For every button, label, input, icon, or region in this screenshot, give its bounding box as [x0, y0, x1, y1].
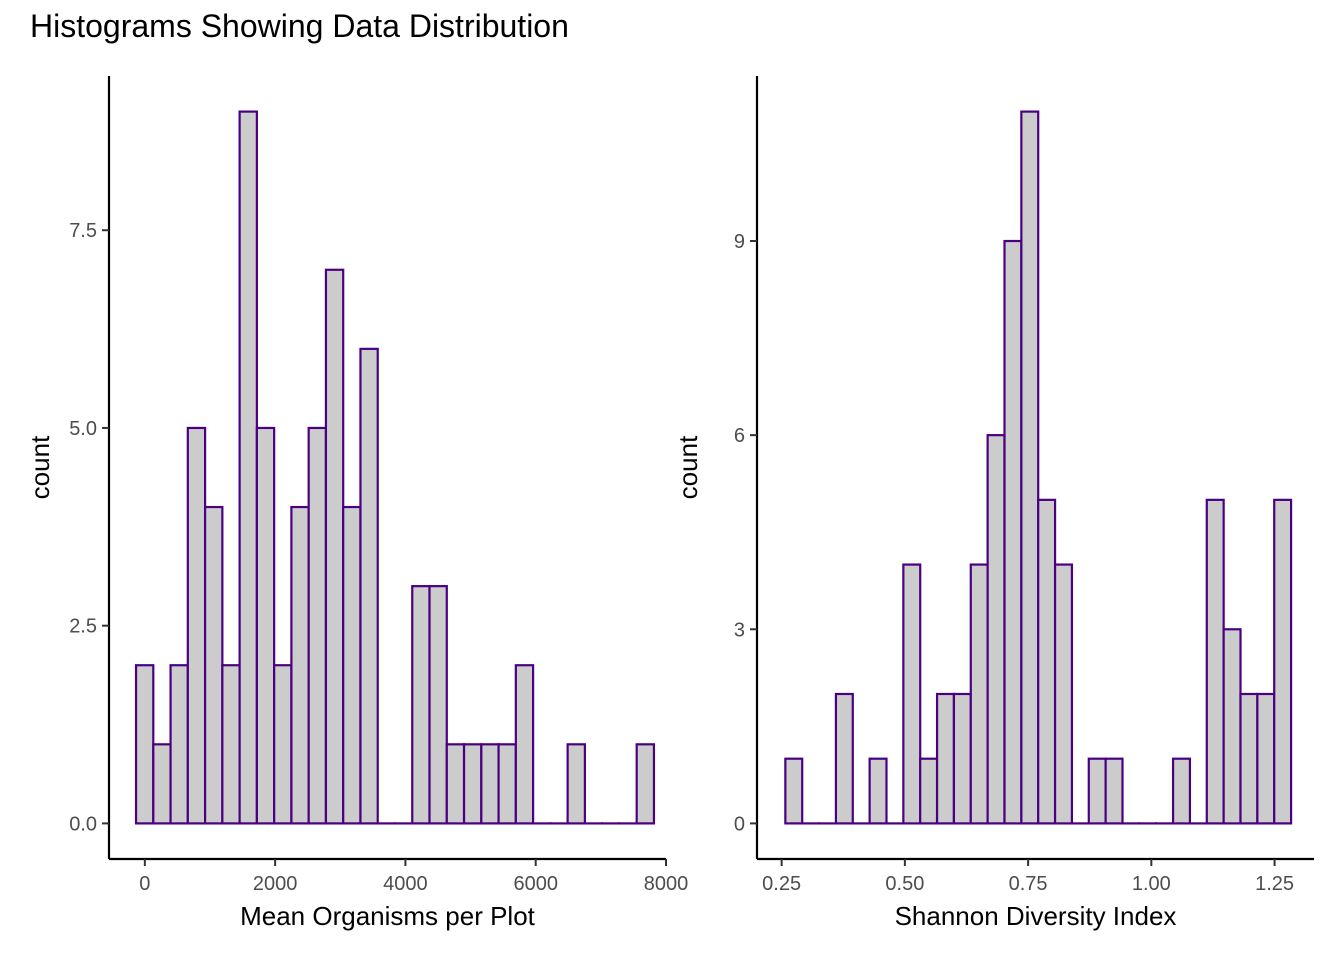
histogram-bar: [1273, 498, 1293, 825]
histogram-bar: [1020, 110, 1040, 825]
x-tick-label: 4000: [383, 873, 428, 895]
histogram-bar: [1104, 757, 1124, 825]
histogram-bar: [221, 664, 241, 825]
histogram-panel-right: 0.25 0.50 0.75 1.00 1.25 0 3 6 9 Shannon Diversit…: [673, 76, 1314, 931]
histogram-bar: [566, 743, 586, 825]
histogram-bar: [169, 664, 189, 825]
histogram-bar: [1037, 498, 1057, 825]
y-tick-label: 2.5: [69, 616, 97, 638]
histogram-bar: [1171, 757, 1192, 825]
histogram-bar: [255, 426, 276, 825]
histogram-bar: [635, 743, 656, 825]
histogram-bar: [1087, 757, 1107, 825]
x-tick-label: 2000: [253, 873, 298, 895]
x-tick-label: 0.25: [762, 873, 801, 895]
histogram-bar: [152, 743, 172, 825]
histogram-bar: [1239, 692, 1259, 825]
x-tick-label: 0.75: [1009, 873, 1048, 895]
y-tick-label: 0: [734, 813, 745, 835]
y-axis-title: count: [25, 435, 55, 499]
y-tick-label: 5.0: [69, 418, 97, 440]
histogram-bar: [1222, 628, 1242, 825]
histogram-bar: [238, 110, 258, 825]
histogram-bar: [514, 664, 535, 825]
histogram-bar: [834, 692, 854, 825]
histogram-bar: [868, 757, 888, 825]
histogram-bar: [986, 434, 1006, 825]
histogram-bar: [1053, 563, 1074, 825]
y-axis-title: count: [673, 435, 703, 499]
y-tick-label: 0.0: [69, 813, 97, 835]
histogram-bar: [428, 585, 448, 825]
histogram-bar: [445, 743, 466, 825]
x-tick-label: 1.00: [1132, 873, 1171, 895]
x-tick-label: 8000: [644, 873, 689, 895]
histogram-bar: [1205, 498, 1225, 825]
y-tick-label: 6: [734, 425, 745, 447]
histogram-bar: [324, 268, 345, 825]
histogram-bar: [497, 743, 517, 825]
histogram-bar: [273, 664, 293, 825]
histogram-bar: [784, 757, 804, 825]
histogram-bar: [307, 426, 328, 825]
x-tick-label: 0: [139, 873, 150, 895]
histogram-bar: [203, 505, 224, 825]
chart-title: Histograms Showing Data Distribution: [30, 8, 569, 44]
y-tick-label: 3: [734, 619, 745, 641]
histogram-bar: [186, 426, 207, 825]
histogram-panel-left: 0 2000 4000 6000 8000 0.0 2.5 5.0 7.5 Mean Organi…: [25, 76, 688, 931]
histogram-bar: [480, 743, 500, 825]
histogram-bar: [969, 563, 989, 825]
x-tick-label: 1.25: [1255, 873, 1294, 895]
histogram-bar: [134, 664, 155, 825]
histogram-bar: [952, 692, 972, 825]
y-tick-label: 7.5: [69, 220, 97, 242]
histogram-bar: [902, 563, 922, 825]
x-tick-label: 6000: [513, 873, 558, 895]
histogram-bar: [359, 347, 379, 825]
histogram-bar: [411, 585, 431, 825]
x-tick-label: 0.50: [885, 873, 924, 895]
x-axis-title: Shannon Diversity Index: [895, 901, 1177, 931]
y-tick-label: 9: [734, 231, 745, 253]
histogram-bar: [1003, 239, 1023, 825]
histogram-bar: [290, 505, 310, 825]
histogram-bar: [1256, 692, 1276, 825]
histogram-bar: [919, 757, 939, 825]
histogram-bar: [342, 505, 362, 825]
histogram-bar: [462, 743, 483, 825]
histogram-bar: [935, 692, 956, 825]
x-axis-title: Mean Organisms per Plot: [240, 901, 536, 931]
